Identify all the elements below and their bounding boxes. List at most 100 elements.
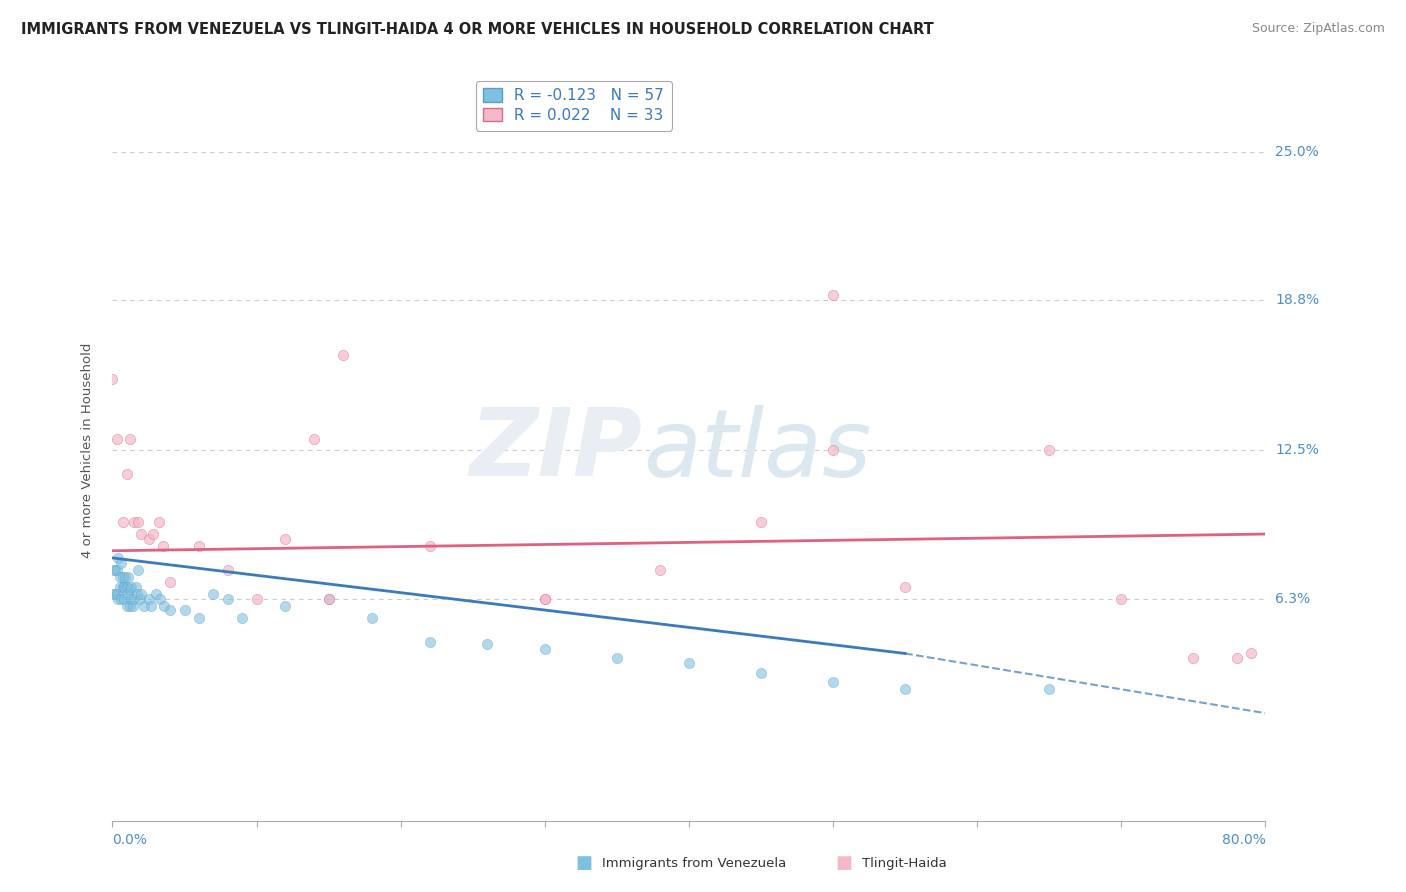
Point — [821, 443, 844, 458]
Point — [1182, 651, 1205, 665]
Point — [173, 603, 195, 617]
Point — [125, 587, 148, 601]
Point — [124, 580, 146, 594]
Point — [141, 599, 163, 613]
Point — [188, 610, 211, 624]
Point — [231, 610, 253, 624]
Point — [112, 591, 135, 606]
Point — [108, 570, 131, 584]
Text: 12.5%: 12.5% — [1275, 443, 1319, 458]
Text: 18.8%: 18.8% — [1275, 293, 1319, 307]
Point — [117, 570, 139, 584]
Point — [1111, 591, 1133, 606]
Point — [128, 591, 150, 606]
Point — [107, 591, 129, 606]
Point — [534, 641, 557, 656]
Point — [650, 563, 672, 577]
Point — [606, 651, 628, 665]
Point — [107, 550, 129, 565]
Point — [1240, 647, 1263, 661]
Point — [120, 591, 142, 606]
Point — [129, 587, 153, 601]
Point — [127, 515, 149, 529]
Point — [115, 467, 138, 482]
Point — [118, 432, 141, 446]
Point — [152, 539, 174, 553]
Point — [105, 587, 128, 601]
Point — [419, 539, 441, 553]
Y-axis label: 4 or more Vehicles in Household: 4 or more Vehicles in Household — [82, 343, 94, 558]
Point — [114, 570, 136, 584]
Point — [115, 580, 138, 594]
Point — [1038, 443, 1060, 458]
Text: 25.0%: 25.0% — [1275, 145, 1319, 159]
Point — [202, 587, 225, 601]
Point — [274, 599, 297, 613]
Point — [111, 580, 134, 594]
Point — [122, 515, 145, 529]
Text: ■: ■ — [575, 855, 592, 872]
Point — [159, 603, 181, 617]
Point — [103, 563, 125, 577]
Legend:  R = -0.123   N = 57,  R = 0.022    N = 33: R = -0.123 N = 57, R = 0.022 N = 33 — [475, 80, 672, 130]
Point — [1226, 651, 1249, 665]
Point — [188, 539, 211, 553]
Point — [117, 587, 139, 601]
Point — [120, 580, 142, 594]
Point — [105, 432, 128, 446]
Point — [114, 582, 136, 596]
Text: ■: ■ — [835, 855, 852, 872]
Point — [145, 587, 167, 601]
Point — [246, 591, 269, 606]
Point — [138, 591, 160, 606]
Text: IMMIGRANTS FROM VENEZUELA VS TLINGIT-HAIDA 4 OR MORE VEHICLES IN HOUSEHOLD CORRE: IMMIGRANTS FROM VENEZUELA VS TLINGIT-HAI… — [21, 22, 934, 37]
Point — [110, 591, 132, 606]
Point — [103, 587, 125, 601]
Point — [110, 556, 132, 570]
Point — [360, 610, 382, 624]
Point — [419, 634, 441, 648]
Point — [821, 675, 844, 690]
Point — [111, 515, 134, 529]
Point — [678, 656, 700, 670]
Point — [138, 532, 160, 546]
Text: Source: ZipAtlas.com: Source: ZipAtlas.com — [1251, 22, 1385, 36]
Point — [149, 591, 172, 606]
Text: ZIP: ZIP — [470, 404, 643, 497]
Text: 0.0%: 0.0% — [112, 832, 148, 847]
Point — [104, 587, 127, 601]
Point — [142, 527, 165, 541]
Point — [332, 348, 354, 362]
Point — [108, 580, 131, 594]
Point — [534, 591, 557, 606]
Point — [111, 570, 134, 584]
Point — [153, 599, 176, 613]
Point — [475, 637, 499, 651]
Point — [274, 532, 297, 546]
Text: atlas: atlas — [643, 405, 872, 496]
Point — [134, 599, 156, 613]
Point — [148, 515, 170, 529]
Text: Tlingit-Haida: Tlingit-Haida — [862, 857, 946, 870]
Point — [318, 591, 340, 606]
Text: 80.0%: 80.0% — [1222, 832, 1265, 847]
Text: 6.3%: 6.3% — [1275, 591, 1310, 606]
Point — [1038, 682, 1060, 697]
Point — [112, 580, 135, 594]
Point — [105, 563, 128, 577]
Point — [749, 665, 772, 680]
Point — [121, 599, 143, 613]
Point — [159, 574, 181, 589]
Text: Immigrants from Venezuela: Immigrants from Venezuela — [602, 857, 786, 870]
Point — [534, 591, 557, 606]
Point — [127, 563, 149, 577]
Point — [894, 682, 917, 697]
Point — [894, 580, 917, 594]
Point — [118, 582, 141, 596]
Point — [101, 372, 124, 386]
Point — [749, 515, 772, 529]
Point — [318, 591, 340, 606]
Point — [217, 591, 239, 606]
Point — [122, 591, 145, 606]
Point — [217, 563, 239, 577]
